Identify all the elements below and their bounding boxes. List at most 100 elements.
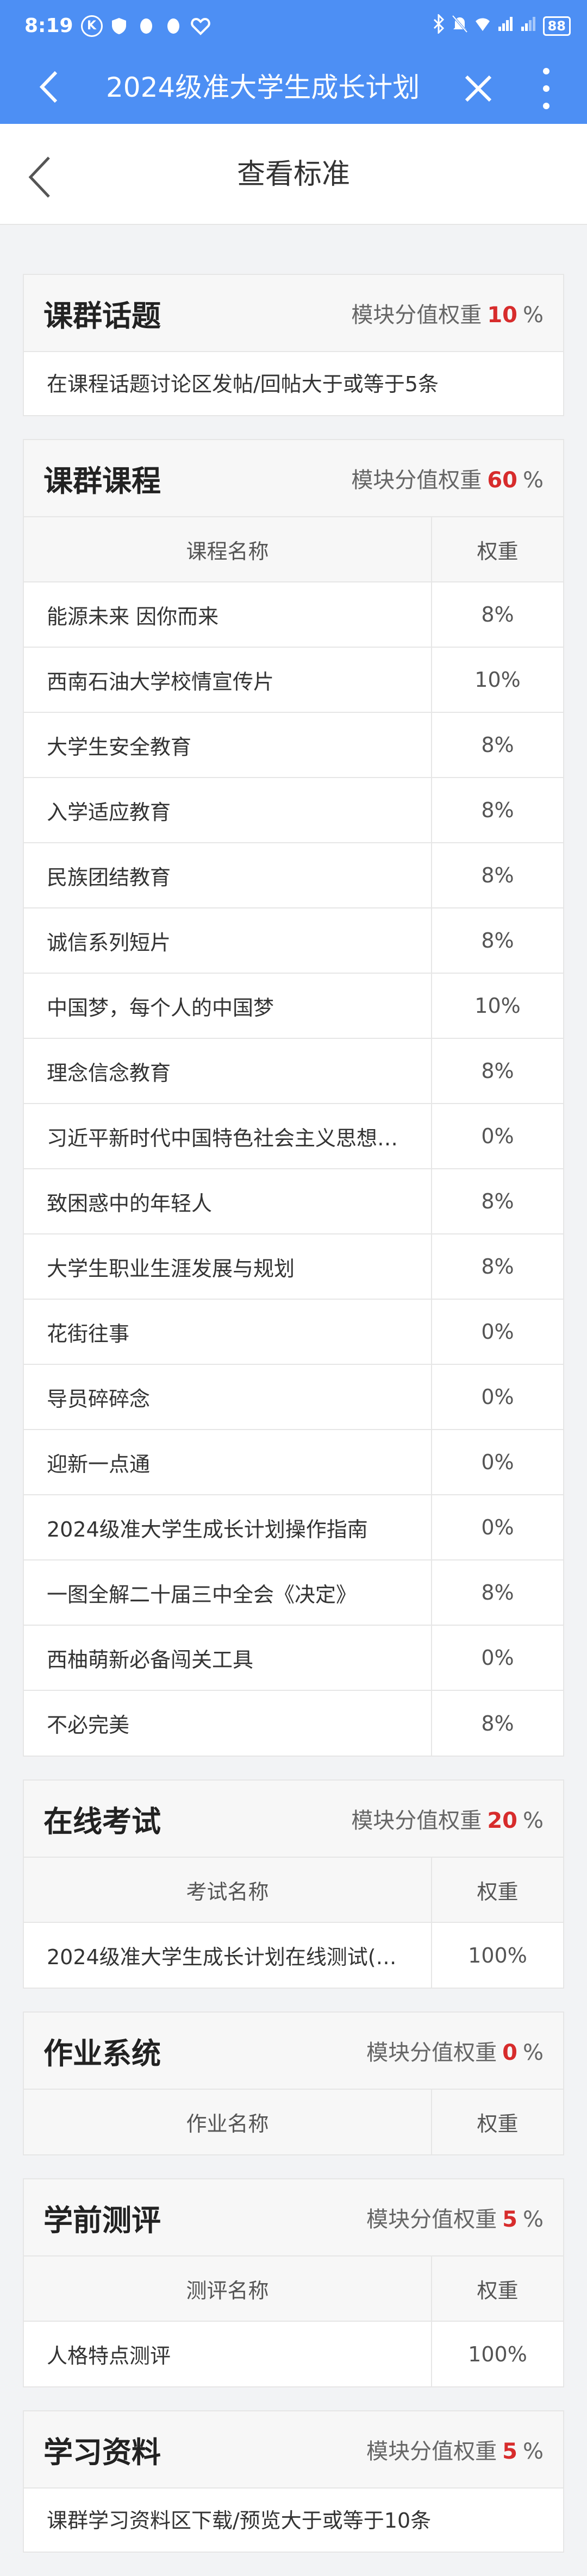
- weight-value: 5: [502, 2207, 517, 2232]
- assessment-table-body: 人格特点测评 100%: [24, 2321, 563, 2386]
- table-row[interactable]: 能源未来 因你而来 8%: [24, 581, 563, 647]
- row-name: 西柚萌新必备闯关工具: [24, 1625, 432, 1690]
- section-title: 课群话题: [43, 298, 161, 333]
- section-header: 课群话题 模块分值权重 10%: [24, 275, 563, 351]
- table-row[interactable]: 西南石油大学校情宣传片 10%: [24, 647, 563, 712]
- weight-value: 5: [502, 2439, 517, 2464]
- row-weight: 0%: [431, 1364, 563, 1430]
- table-row[interactable]: 习近平新时代中国特色社会主义思想内... 0%: [24, 1103, 563, 1169]
- table-row[interactable]: 大学生职业生涯发展与规划 8%: [24, 1233, 563, 1299]
- section-rule: 课群学习资料区下载/预览大于或等于10条: [24, 2487, 563, 2552]
- row-name: 理念信念教育: [24, 1038, 432, 1104]
- table-row[interactable]: 2024级准大学生成长计划操作指南 0%: [24, 1494, 563, 1560]
- row-name: 入学适应教育: [24, 777, 432, 843]
- row-weight: 0%: [431, 1103, 563, 1169]
- row-name: 能源未来 因你而来: [24, 581, 432, 647]
- table-header-row: 作业名称 权重: [24, 2089, 563, 2154]
- row-name: 2024级准大学生成长计划在线测试(更...: [24, 1922, 432, 1988]
- row-name: 诚信系列短片: [24, 907, 432, 973]
- table-header-row: 考试名称 权重: [24, 1857, 563, 1922]
- module-weight: 模块分值权重 20%: [351, 1803, 544, 1834]
- section-header: 课群课程 模块分值权重 60%: [24, 440, 563, 516]
- row-weight: 8%: [431, 581, 563, 647]
- row-weight: 8%: [431, 1690, 563, 1756]
- row-name: 人格特点测评: [24, 2321, 432, 2386]
- section-courses: 课群课程 模块分值权重 60% 课程名称 权重 能源未来 因你而来 8% 西南石油大学…: [23, 439, 564, 1757]
- weight-label: 模块分值权重: [366, 2040, 497, 2065]
- column-header-name: 测评名称: [24, 2255, 432, 2321]
- section-header: 作业系统 模块分值权重 0%: [24, 2013, 563, 2089]
- table-row[interactable]: 民族团结教育 8%: [24, 842, 563, 908]
- column-header-weight: 权重: [431, 2089, 563, 2154]
- section-topic: 课群话题 模块分值权重 10% 在课程话题讨论区发帖/回帖大于或等于5条: [23, 274, 564, 416]
- bluetooth-icon: [432, 13, 445, 37]
- table-row[interactable]: 诚信系列短片 8%: [24, 907, 563, 973]
- row-name: 迎新一点通: [24, 1429, 432, 1495]
- percent-sign: %: [522, 303, 544, 328]
- table-header-row: 测评名称 权重: [24, 2255, 563, 2321]
- column-header-name: 课程名称: [24, 516, 432, 582]
- page-back-icon[interactable]: [26, 155, 53, 199]
- app-bar: 2024级准大学生成长计划: [0, 52, 587, 124]
- close-icon[interactable]: [462, 72, 495, 105]
- weight-value: 20: [487, 1808, 517, 1833]
- row-name: 民族团结教育: [24, 842, 432, 908]
- row-weight: 8%: [431, 907, 563, 973]
- table-row[interactable]: 入学适应教育 8%: [24, 777, 563, 843]
- module-weight: 模块分值权重 0%: [366, 2035, 544, 2066]
- exam-table-body: 2024级准大学生成长计划在线测试(更... 100%: [24, 1922, 563, 1988]
- row-name: 西南石油大学校情宣传片: [24, 647, 432, 712]
- table-row[interactable]: 大学生安全教育 8%: [24, 712, 563, 778]
- row-weight: 8%: [431, 1233, 563, 1299]
- row-weight: 10%: [431, 647, 563, 712]
- course-table: 课程名称 权重 能源未来 因你而来 8% 西南石油大学校情宣传片 10% 大学生安全教育…: [24, 516, 563, 1756]
- weight-value: 60: [487, 468, 517, 493]
- table-row[interactable]: 中国梦，每个人的中国梦 10%: [24, 973, 563, 1038]
- table-row[interactable]: 人格特点测评 100%: [24, 2321, 563, 2386]
- row-weight: 0%: [431, 1299, 563, 1364]
- status-right: 88: [432, 13, 571, 37]
- module-weight: 模块分值权重 5%: [366, 2434, 544, 2465]
- table-row[interactable]: 理念信念教育 8%: [24, 1038, 563, 1104]
- table-row[interactable]: 2024级准大学生成长计划在线测试(更... 100%: [24, 1922, 563, 1988]
- signal-icon: [497, 16, 514, 36]
- homework-table: 作业名称 权重: [24, 2089, 563, 2154]
- row-weight: 10%: [431, 973, 563, 1038]
- more-menu-icon[interactable]: [538, 68, 554, 109]
- table-row[interactable]: 不必完美 8%: [24, 1690, 563, 1756]
- column-header-weight: 权重: [431, 1857, 563, 1922]
- weight-label: 模块分值权重: [351, 303, 482, 328]
- row-weight: 8%: [431, 712, 563, 778]
- row-name: 致困惑中的年轻人: [24, 1168, 432, 1234]
- table-row[interactable]: 导员碎碎念 0%: [24, 1364, 563, 1430]
- module-weight: 模块分值权重 60%: [351, 462, 544, 494]
- percent-sign: %: [522, 1808, 544, 1833]
- signal-icon: [520, 16, 536, 36]
- column-header-name: 考试名称: [24, 1857, 432, 1922]
- wifi-icon: [474, 16, 491, 36]
- section-homework: 作业系统 模块分值权重 0% 作业名称 权重: [23, 2011, 564, 2155]
- section-assessment: 学前测评 模块分值权重 5% 测评名称 权重 人格特点测评 100%: [23, 2178, 564, 2387]
- penguin-icon: [163, 15, 184, 37]
- section-header: 在线考试 模块分值权重 20%: [24, 1781, 563, 1857]
- status-bar: 8:19 K: [0, 0, 587, 52]
- table-row[interactable]: 一图全解二十届三中全会《决定》 8%: [24, 1559, 563, 1625]
- shield-app-icon: [108, 15, 130, 37]
- row-name: 习近平新时代中国特色社会主义思想内...: [24, 1103, 432, 1169]
- assessment-table: 测评名称 权重 人格特点测评 100%: [24, 2255, 563, 2386]
- weight-label: 模块分值权重: [366, 2439, 497, 2464]
- weight-value: 0: [502, 2040, 517, 2065]
- heart-app-icon: [190, 15, 211, 37]
- percent-sign: %: [522, 468, 544, 493]
- section-header: 学习资料 模块分值权重 5%: [24, 2411, 563, 2487]
- section-title: 作业系统: [43, 2036, 161, 2071]
- weight-label: 模块分值权重: [351, 468, 482, 493]
- top-bar: 8:19 K: [0, 0, 587, 124]
- back-arrow-icon[interactable]: [35, 68, 68, 106]
- table-row[interactable]: 迎新一点通 0%: [24, 1429, 563, 1495]
- status-time: 8:19: [24, 15, 73, 37]
- section-rule: 在课程话题讨论区发帖/回帖大于或等于5条: [24, 351, 563, 415]
- table-row[interactable]: 花街往事 0%: [24, 1299, 563, 1364]
- table-row[interactable]: 致困惑中的年轻人 8%: [24, 1168, 563, 1234]
- table-row[interactable]: 西柚萌新必备闯关工具 0%: [24, 1625, 563, 1690]
